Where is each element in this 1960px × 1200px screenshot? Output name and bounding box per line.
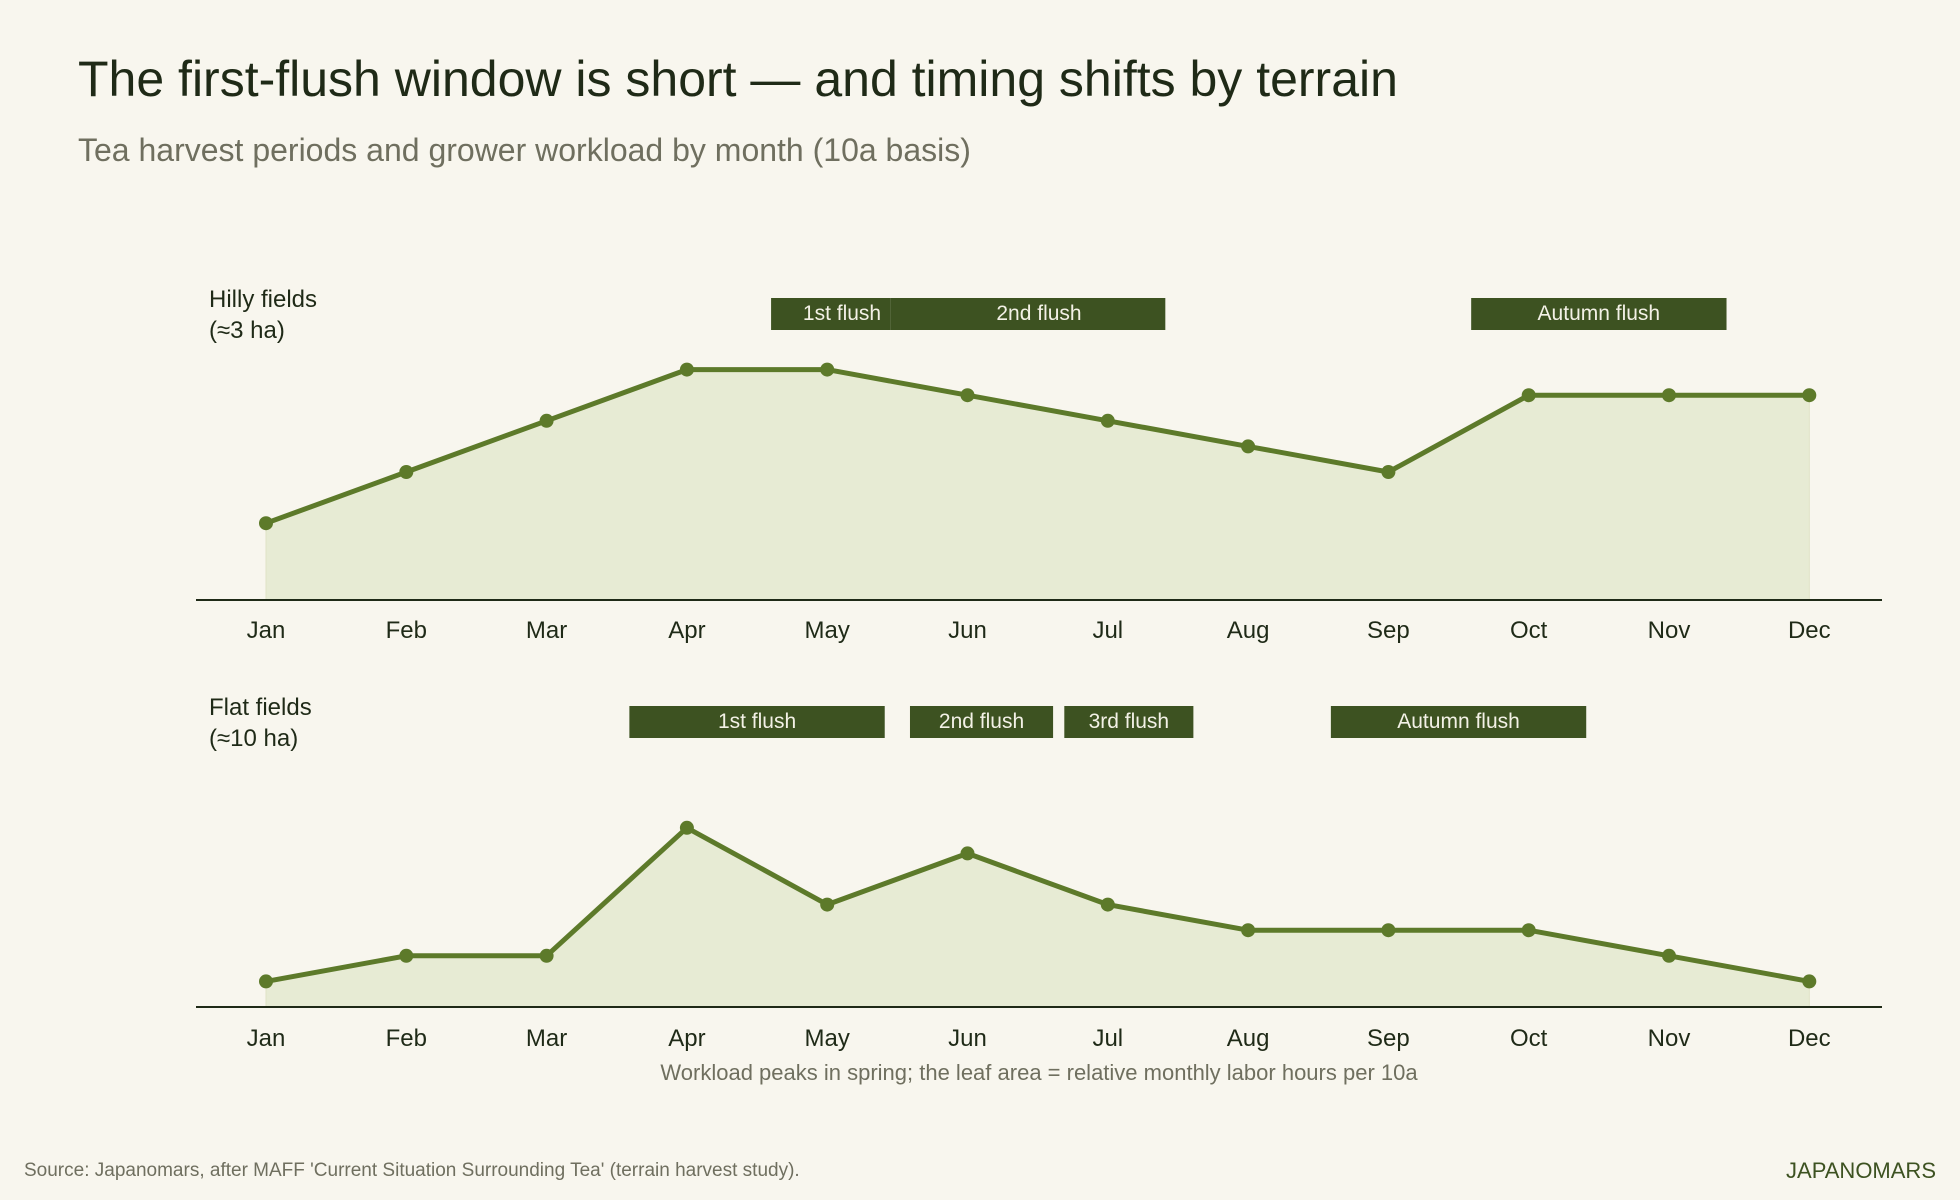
data-point-jun: [960, 846, 975, 861]
data-point-jul: [1100, 413, 1115, 428]
harvest-band: [1471, 298, 1727, 330]
source-note: Source: Japanomars, after MAFF 'Current …: [24, 1160, 800, 1181]
x-tick-label: Oct: [1510, 617, 1548, 644]
panel-label: (≈3 ha): [209, 317, 285, 344]
harvest-band-label: 3rd flush: [1089, 710, 1170, 733]
data-point-oct: [1521, 923, 1536, 938]
x-tick-label: Feb: [386, 1025, 427, 1052]
data-point-feb: [399, 948, 414, 963]
harvest-band-label: 2nd flush: [939, 710, 1024, 733]
panel-label: (≈10 ha): [209, 725, 298, 752]
x-tick-label: Oct: [1510, 1025, 1548, 1052]
workload-line: [265, 367, 1810, 526]
x-tick-label: Sep: [1367, 617, 1410, 644]
harvest-band: [1330, 706, 1587, 738]
harvest-band: [629, 706, 885, 738]
panel-hilly-fields: Hilly fields (≈3 ha) Jan Feb Mar Apr May Jun Jul…: [196, 286, 1882, 644]
data-point-mar: [539, 948, 554, 963]
x-tick-label: Dec: [1788, 1025, 1831, 1052]
chart-title: The first-flush window is short — and ti…: [78, 51, 1398, 107]
data-point-nov: [1662, 388, 1676, 403]
data-point-apr: [679, 362, 694, 377]
x-tick-label: Sep: [1367, 1025, 1410, 1052]
panel-flat-fields: Flat fields (≈10 ha) Jan Feb Mar Apr May Jun Jul…: [196, 694, 1882, 1052]
x-tick-label: Nov: [1648, 1025, 1691, 1052]
data-point-jul: [1100, 897, 1115, 912]
x-tick-label: Jan: [247, 1025, 286, 1052]
data-point-nov: [1662, 948, 1676, 963]
chart-subtitle: Tea harvest periods and grower workload …: [78, 132, 971, 168]
x-tick-label: May: [805, 617, 850, 644]
data-point-feb: [399, 465, 414, 479]
x-tick-label: Mar: [526, 617, 567, 644]
workload-area: [265, 827, 1810, 1008]
data-point-sep: [1381, 923, 1396, 938]
workload-line: [265, 825, 1810, 984]
panel-label: Hilly fields: [209, 286, 317, 313]
x-tick-label: Jun: [948, 617, 987, 644]
harvest-band-label: Autumn flush: [1538, 302, 1661, 325]
x-tick-label: May: [805, 1025, 850, 1052]
data-point-jan: [259, 516, 273, 531]
data-point-mar: [539, 413, 554, 428]
harvest-band-label: 1st flush: [803, 302, 881, 325]
data-point-may: [820, 362, 835, 377]
panel-label: Flat fields: [209, 694, 312, 721]
x-tick-label: Apr: [668, 617, 705, 644]
brand-logo: JAPANOMARS: [1786, 1158, 1936, 1183]
x-tick-label: Apr: [668, 1025, 705, 1052]
harvest-band: [771, 298, 891, 330]
x-tick-label: Jan: [247, 617, 286, 644]
data-point-oct: [1521, 388, 1536, 403]
harvest-band-label: Autumn flush: [1397, 710, 1520, 733]
x-tick-label: Aug: [1227, 1025, 1270, 1052]
x-tick-label: Dec: [1788, 617, 1831, 644]
x-tick-label: Mar: [526, 1025, 567, 1052]
data-point-jan: [259, 974, 273, 989]
x-tick-label: Aug: [1227, 617, 1270, 644]
chart-note: Workload peaks in spring; the leaf area …: [660, 1060, 1418, 1085]
harvest-band: [1064, 706, 1194, 738]
data-point-jun: [960, 388, 975, 403]
harvest-band-label: 2nd flush: [996, 302, 1081, 325]
workload-area: [265, 369, 1810, 601]
x-tick-label: Jul: [1092, 1025, 1123, 1052]
x-tick-label: Feb: [386, 617, 427, 644]
x-tick-label: Jul: [1092, 617, 1123, 644]
data-point-sep: [1381, 465, 1396, 479]
data-point-apr: [679, 820, 694, 835]
data-point-aug: [1241, 439, 1256, 454]
harvest-band: [909, 706, 1054, 738]
x-tick-label: Nov: [1648, 617, 1691, 644]
harvest-band: [890, 298, 1166, 330]
data-point-dec: [1802, 388, 1817, 403]
data-point-aug: [1241, 923, 1256, 938]
data-point-dec: [1802, 974, 1817, 989]
harvest-band-label: 1st flush: [718, 710, 796, 733]
x-tick-label: Jun: [948, 1025, 987, 1052]
data-point-may: [820, 897, 835, 912]
